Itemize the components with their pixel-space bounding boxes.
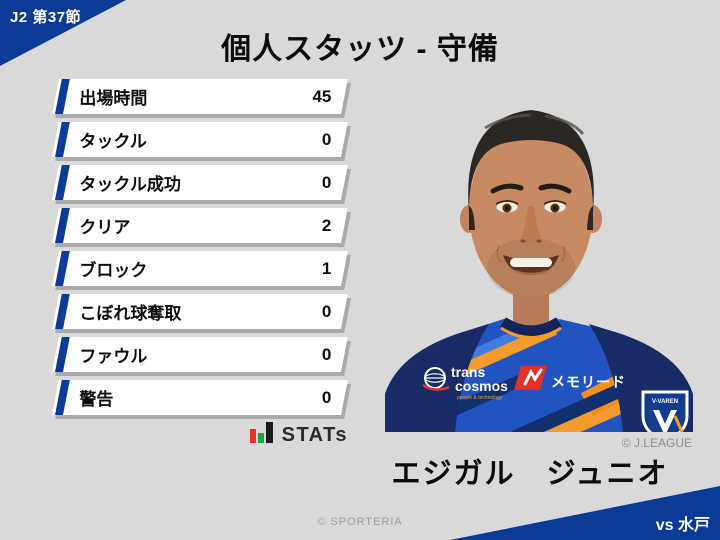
sponsor-memoread: メモリード — [514, 366, 626, 390]
stat-row: クリア 2 — [52, 208, 348, 243]
stat-row: こぼれ球奪取 0 — [52, 294, 348, 329]
stat-value: 0 — [321, 344, 332, 364]
svg-text:V-VAREN: V-VAREN — [652, 399, 678, 405]
sponsor-trans-cosmos: trans cosmos people & technology — [422, 364, 508, 401]
stat-label: こぼれ球奪取 — [79, 304, 182, 323]
stat-value: 0 — [321, 301, 332, 321]
stat-row: タックル成功 0 — [52, 165, 348, 200]
stat-label: ブロック — [79, 261, 148, 280]
stat-label: 警告 — [79, 390, 114, 409]
stat-value: 2 — [321, 215, 332, 235]
bar-chart-icon-green-bar — [257, 433, 264, 443]
stat-label: ファウル — [79, 347, 148, 366]
stat-row: ブロック 1 — [52, 251, 348, 286]
stat-label: クリア — [79, 218, 131, 237]
svg-text:trans: trans — [451, 364, 485, 380]
round-badge-label: J2 第37節 — [10, 9, 82, 26]
stat-value: 1 — [321, 258, 332, 278]
player-photo: trans cosmos people & technology メモリード V… — [385, 110, 693, 432]
photo-credit: © J.LEAGUE — [621, 436, 692, 450]
stat-value: 45 — [312, 86, 332, 106]
stat-value: 0 — [321, 129, 332, 149]
stats-list: 出場時間 45 タックル 0 タックル成功 0 クリア 2 — [52, 79, 348, 423]
svg-text:メモリード: メモリード — [551, 374, 626, 390]
stats-brand-label: STATs — [281, 424, 348, 446]
player-hair — [468, 110, 594, 212]
stat-row: 警告 0 — [52, 380, 348, 415]
stat-row: 出場時間 45 — [52, 79, 348, 114]
player-name: エジガル ジュニオ — [391, 458, 669, 490]
stats-brand: STATs — [52, 422, 348, 447]
stat-value: 0 — [321, 387, 332, 407]
stat-label: 出場時間 — [79, 89, 148, 108]
bar-chart-icon-red-bar — [249, 429, 256, 443]
page-title: 個人スタッツ - 守備 — [221, 33, 499, 66]
opponent-ribbon: vs 水戸 — [450, 486, 720, 540]
opponent-label: vs 水戸 — [655, 517, 710, 534]
svg-text:cosmos: cosmos — [455, 378, 508, 394]
stat-label: タックル — [79, 132, 147, 151]
stat-value: 0 — [321, 172, 332, 192]
club-crest: V-VAREN — [641, 390, 689, 432]
bar-chart-icon — [249, 422, 273, 447]
stat-label: タックル成功 — [79, 175, 181, 194]
bar-chart-icon-dark-bar — [265, 422, 273, 443]
svg-text:people & technology: people & technology — [457, 395, 503, 401]
stat-row: タックル 0 — [52, 122, 348, 157]
stat-row: ファウル 0 — [52, 337, 348, 372]
site-credit: © SPORTERIA — [317, 516, 403, 528]
player-jersey — [385, 317, 693, 432]
